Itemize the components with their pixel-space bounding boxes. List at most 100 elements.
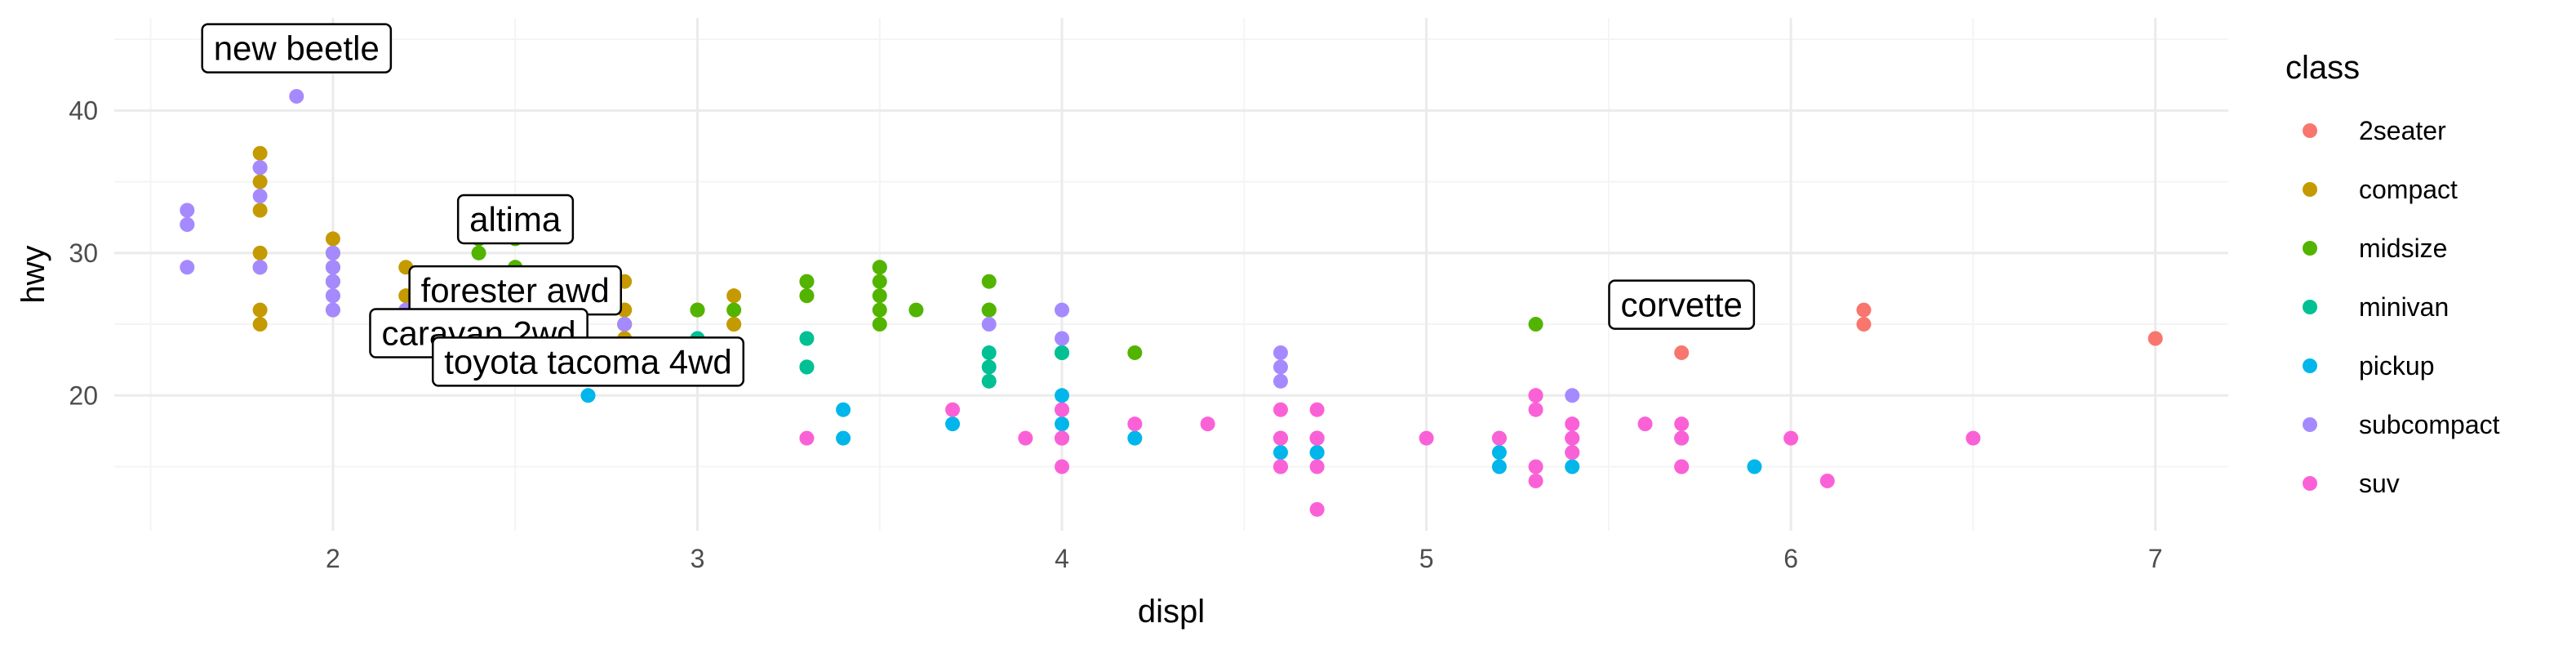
data-point-suv bbox=[1674, 416, 1690, 432]
data-point-midsize bbox=[471, 245, 486, 260]
data-point-subcompact bbox=[617, 317, 633, 332]
data-point-suv bbox=[1674, 430, 1690, 446]
legend-key-subcompact bbox=[2303, 417, 2317, 432]
legend-key-midsize bbox=[2303, 241, 2317, 256]
x-tick-label: 7 bbox=[2148, 544, 2163, 573]
data-point-pickup bbox=[1055, 416, 1070, 432]
data-point-midsize bbox=[1127, 345, 1143, 360]
data-point-suv bbox=[1419, 430, 1434, 446]
data-point-minivan bbox=[799, 359, 815, 375]
x-axis-ticks: 2 3 4 5 6 7 bbox=[326, 544, 2163, 573]
legend-key-pickup bbox=[2303, 358, 2317, 373]
data-point-compact bbox=[252, 302, 268, 318]
y-axis-ticks: 20 30 40 bbox=[69, 96, 98, 410]
point-label-box bbox=[1608, 279, 1756, 330]
data-point-subcompact bbox=[1055, 331, 1070, 346]
y-tick-label: 40 bbox=[69, 96, 98, 125]
data-point-suv bbox=[1272, 430, 1288, 446]
data-point-suv bbox=[1200, 416, 1215, 432]
data-point-suv bbox=[1309, 501, 1325, 517]
data-point-minivan bbox=[799, 331, 815, 346]
data-point-pickup bbox=[1272, 445, 1288, 461]
data-point-compact bbox=[726, 288, 742, 304]
x-tick-label: 5 bbox=[1419, 544, 1434, 573]
point-label: corvette bbox=[1608, 279, 1756, 330]
x-tick-label: 3 bbox=[691, 544, 705, 573]
data-point-pickup bbox=[836, 430, 851, 446]
legend-key-compact bbox=[2303, 182, 2317, 197]
data-point-suv bbox=[1055, 402, 1070, 417]
legend-key-minivan bbox=[2303, 300, 2317, 314]
data-point-compact bbox=[726, 317, 742, 332]
data-point-minivan bbox=[1055, 345, 1070, 360]
data-point-suv bbox=[1309, 459, 1325, 474]
data-point-subcompact bbox=[289, 88, 304, 104]
legend-label-pickup: pickup bbox=[2359, 351, 2435, 381]
data-point-pickup bbox=[1747, 459, 1762, 474]
point-label-text: new beetle bbox=[214, 29, 380, 68]
data-point-2seater bbox=[1856, 302, 1872, 318]
data-point-suv bbox=[799, 430, 815, 446]
data-point-suv bbox=[1565, 416, 1580, 432]
legend-label-minivan: minivan bbox=[2359, 292, 2449, 322]
data-point-subcompact bbox=[180, 260, 195, 275]
data-point-midsize bbox=[981, 302, 997, 318]
point-label-box bbox=[432, 336, 745, 387]
data-point-subcompact bbox=[325, 245, 340, 260]
data-point-subcompact bbox=[252, 189, 268, 204]
data-point-compact bbox=[252, 317, 268, 332]
data-point-subcompact bbox=[325, 302, 340, 318]
point-label: toyota tacoma 4wd bbox=[432, 336, 745, 387]
data-point-midsize bbox=[799, 274, 815, 289]
data-point-subcompact bbox=[325, 274, 340, 289]
data-point-compact bbox=[252, 245, 268, 260]
data-point-subcompact bbox=[1272, 359, 1288, 375]
data-point-midsize bbox=[872, 260, 887, 275]
legend-title: class bbox=[2285, 50, 2360, 86]
point-label-text: forester awd bbox=[421, 271, 610, 309]
data-point-compact bbox=[252, 145, 268, 161]
data-point-suv bbox=[1528, 473, 1543, 488]
data-point-suv bbox=[1272, 402, 1288, 417]
point-label-box bbox=[456, 194, 575, 245]
data-point-2seater bbox=[2147, 331, 2163, 346]
data-point-midsize bbox=[908, 302, 924, 318]
legend: class 2seater compact midsize minivan pickup… bbox=[2285, 50, 2500, 498]
data-point-suv bbox=[1637, 416, 1653, 432]
data-point-midsize bbox=[872, 288, 887, 304]
data-point-midsize bbox=[872, 274, 887, 289]
data-point-midsize bbox=[726, 302, 742, 318]
data-point-subcompact bbox=[180, 203, 195, 218]
data-point-pickup bbox=[1491, 459, 1507, 474]
data-point-suv bbox=[1491, 430, 1507, 446]
data-point-compact bbox=[252, 203, 268, 218]
point-label: altima bbox=[456, 194, 575, 245]
legend-entries: 2seater compact midsize minivan pickup subcom… bbox=[2303, 116, 2500, 498]
y-tick-label: 30 bbox=[69, 238, 98, 268]
data-point-subcompact bbox=[180, 216, 195, 232]
data-point-compact bbox=[325, 231, 340, 247]
point-label-text: corvette bbox=[1620, 286, 1742, 324]
data-point-minivan bbox=[981, 359, 997, 375]
data-point-suv bbox=[1055, 459, 1070, 474]
minor-gridlines-y bbox=[114, 38, 2228, 468]
legend-label-2seater: 2seater bbox=[2359, 116, 2446, 145]
data-point-2seater bbox=[1674, 345, 1690, 360]
data-point-suv bbox=[1819, 473, 1835, 488]
data-point-minivan bbox=[981, 345, 997, 360]
data-point-pickup bbox=[580, 388, 596, 403]
data-point-subcompact bbox=[252, 160, 268, 176]
data-point-midsize bbox=[690, 302, 705, 318]
point-label-box bbox=[201, 23, 393, 73]
x-tick-label: 6 bbox=[1783, 544, 1798, 573]
data-point-suv bbox=[1309, 430, 1325, 446]
data-point-pickup bbox=[1055, 388, 1070, 403]
data-point-suv bbox=[1528, 459, 1543, 474]
data-point-subcompact bbox=[252, 260, 268, 275]
data-point-midsize bbox=[872, 302, 887, 318]
data-point-pickup bbox=[945, 416, 961, 432]
data-point-suv bbox=[1127, 416, 1143, 432]
legend-key-2seater bbox=[2303, 123, 2317, 138]
data-point-suv bbox=[1965, 430, 1981, 446]
